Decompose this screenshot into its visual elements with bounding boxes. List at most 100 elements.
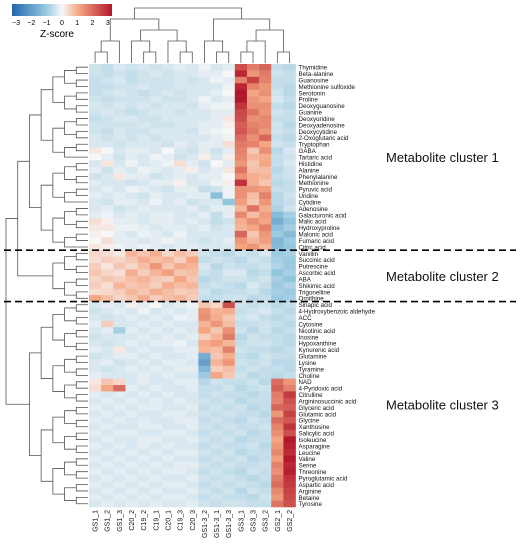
- heatmap-cell: [259, 365, 272, 373]
- heatmap-cell: [89, 327, 102, 334]
- heatmap-cell: [186, 147, 199, 155]
- heatmap-cell: [210, 256, 223, 264]
- heatmap-cell: [271, 263, 284, 270]
- heatmap-cell: [283, 365, 296, 373]
- heatmap-cell: [186, 102, 199, 110]
- heatmap-cell: [186, 500, 199, 508]
- heatmap-cell: [234, 192, 248, 200]
- heatmap-cell: [246, 128, 260, 135]
- heatmap-cell: [137, 83, 151, 90]
- heatmap-cell: [210, 275, 223, 283]
- heatmap-cell: [271, 410, 284, 418]
- column-label: GS2_1: [275, 510, 282, 532]
- heatmap-cell: [283, 417, 296, 424]
- heatmap-cell: [101, 224, 114, 232]
- row-label: Deoxyuridine: [299, 116, 336, 123]
- row-dendrogram-branch: [52, 127, 65, 153]
- heatmap-cell: [101, 211, 114, 219]
- heatmap-cell: [149, 64, 163, 71]
- heatmap-cell: [137, 269, 151, 277]
- legend-colorbar: [12, 4, 112, 16]
- heatmap-cell: [137, 173, 151, 180]
- heatmap-cell: [246, 192, 260, 200]
- heatmap-cell: [149, 218, 163, 225]
- heatmap-cell: [186, 108, 199, 116]
- heatmap-cell: [246, 494, 260, 501]
- heatmap-cell: [198, 179, 211, 187]
- heatmap-cell: [246, 243, 260, 251]
- heatmap-cell: [234, 314, 248, 322]
- heatmap-cell: [246, 474, 260, 482]
- heatmap-cell: [137, 250, 151, 257]
- heatmap-cell: [161, 121, 175, 129]
- heatmap-cell: [198, 64, 211, 71]
- heatmap-cell: [137, 64, 151, 71]
- row-dendrogram-branch: [75, 175, 88, 184]
- heatmap-cell: [113, 70, 126, 78]
- heatmap-cell: [89, 340, 102, 347]
- heatmap-cell: [137, 307, 151, 315]
- heatmap-cell: [149, 102, 163, 110]
- heatmap-cell: [198, 115, 211, 123]
- heatmap-cell: [125, 250, 138, 257]
- heatmap-cell: [149, 391, 163, 399]
- heatmap-cell: [137, 462, 151, 469]
- heatmap-cell: [246, 301, 260, 309]
- heatmap-cell: [125, 179, 138, 187]
- heatmap-cell: [198, 481, 211, 489]
- heatmap-cell: [259, 224, 272, 232]
- heatmap-cell: [210, 89, 223, 97]
- heatmap-cell: [174, 121, 187, 129]
- heatmap-cell: [246, 205, 260, 212]
- heatmap-cell: [125, 96, 138, 103]
- heatmap-cell: [113, 89, 126, 97]
- heatmap-cell: [259, 500, 272, 508]
- heatmap-cell: [89, 179, 102, 187]
- heatmap-cell: [222, 474, 236, 482]
- heatmap-cell: [113, 147, 126, 155]
- row-dendrogram-branch: [52, 76, 65, 103]
- heatmap-cell: [271, 134, 284, 142]
- heatmap-cell: [125, 243, 138, 251]
- heatmap-cell: [198, 263, 211, 270]
- heatmap-cell: [198, 96, 211, 103]
- heatmap-cell: [210, 76, 223, 84]
- heatmap-cell: [198, 314, 211, 322]
- heatmap-cell: [161, 423, 175, 431]
- heatmap-cell: [271, 359, 284, 367]
- heatmap-cell: [113, 205, 126, 212]
- heatmap-cell: [101, 198, 114, 206]
- heatmap-cell: [161, 230, 175, 238]
- heatmap-cell: [234, 179, 248, 187]
- heatmap-cell: [234, 295, 248, 302]
- heatmap-cell: [149, 327, 163, 334]
- heatmap-cell: [246, 295, 260, 302]
- heatmap-cell: [113, 320, 126, 328]
- heatmap-cell: [222, 500, 236, 508]
- heatmap-cell: [161, 314, 175, 322]
- heatmap-cell: [186, 468, 199, 476]
- heatmap-cell: [198, 147, 211, 155]
- heatmap-cell: [174, 333, 187, 341]
- heatmap-cell: [246, 352, 260, 360]
- heatmap-cell: [161, 436, 175, 444]
- heatmap-cell: [234, 275, 248, 283]
- heatmap-cell: [283, 307, 296, 315]
- heatmap-cell: [198, 417, 211, 424]
- heatmap-cell: [283, 487, 296, 495]
- heatmap-cell: [174, 230, 187, 238]
- heatmap-cell: [186, 173, 199, 180]
- heatmap-cell: [149, 89, 163, 97]
- heatmap-cell: [246, 385, 260, 392]
- heatmap-cell: [101, 218, 114, 225]
- heatmap-cell: [198, 352, 211, 360]
- heatmap-cell: [222, 64, 236, 71]
- heatmap-cell: [283, 372, 296, 379]
- heatmap-cell: [210, 224, 223, 232]
- row-label: Threonine: [299, 469, 327, 476]
- row-dendrogram-branch: [75, 471, 88, 479]
- heatmap-cell: [186, 121, 199, 129]
- heatmap-cell: [89, 481, 102, 489]
- heatmap-cell: [125, 108, 138, 116]
- heatmap-cell: [89, 462, 102, 469]
